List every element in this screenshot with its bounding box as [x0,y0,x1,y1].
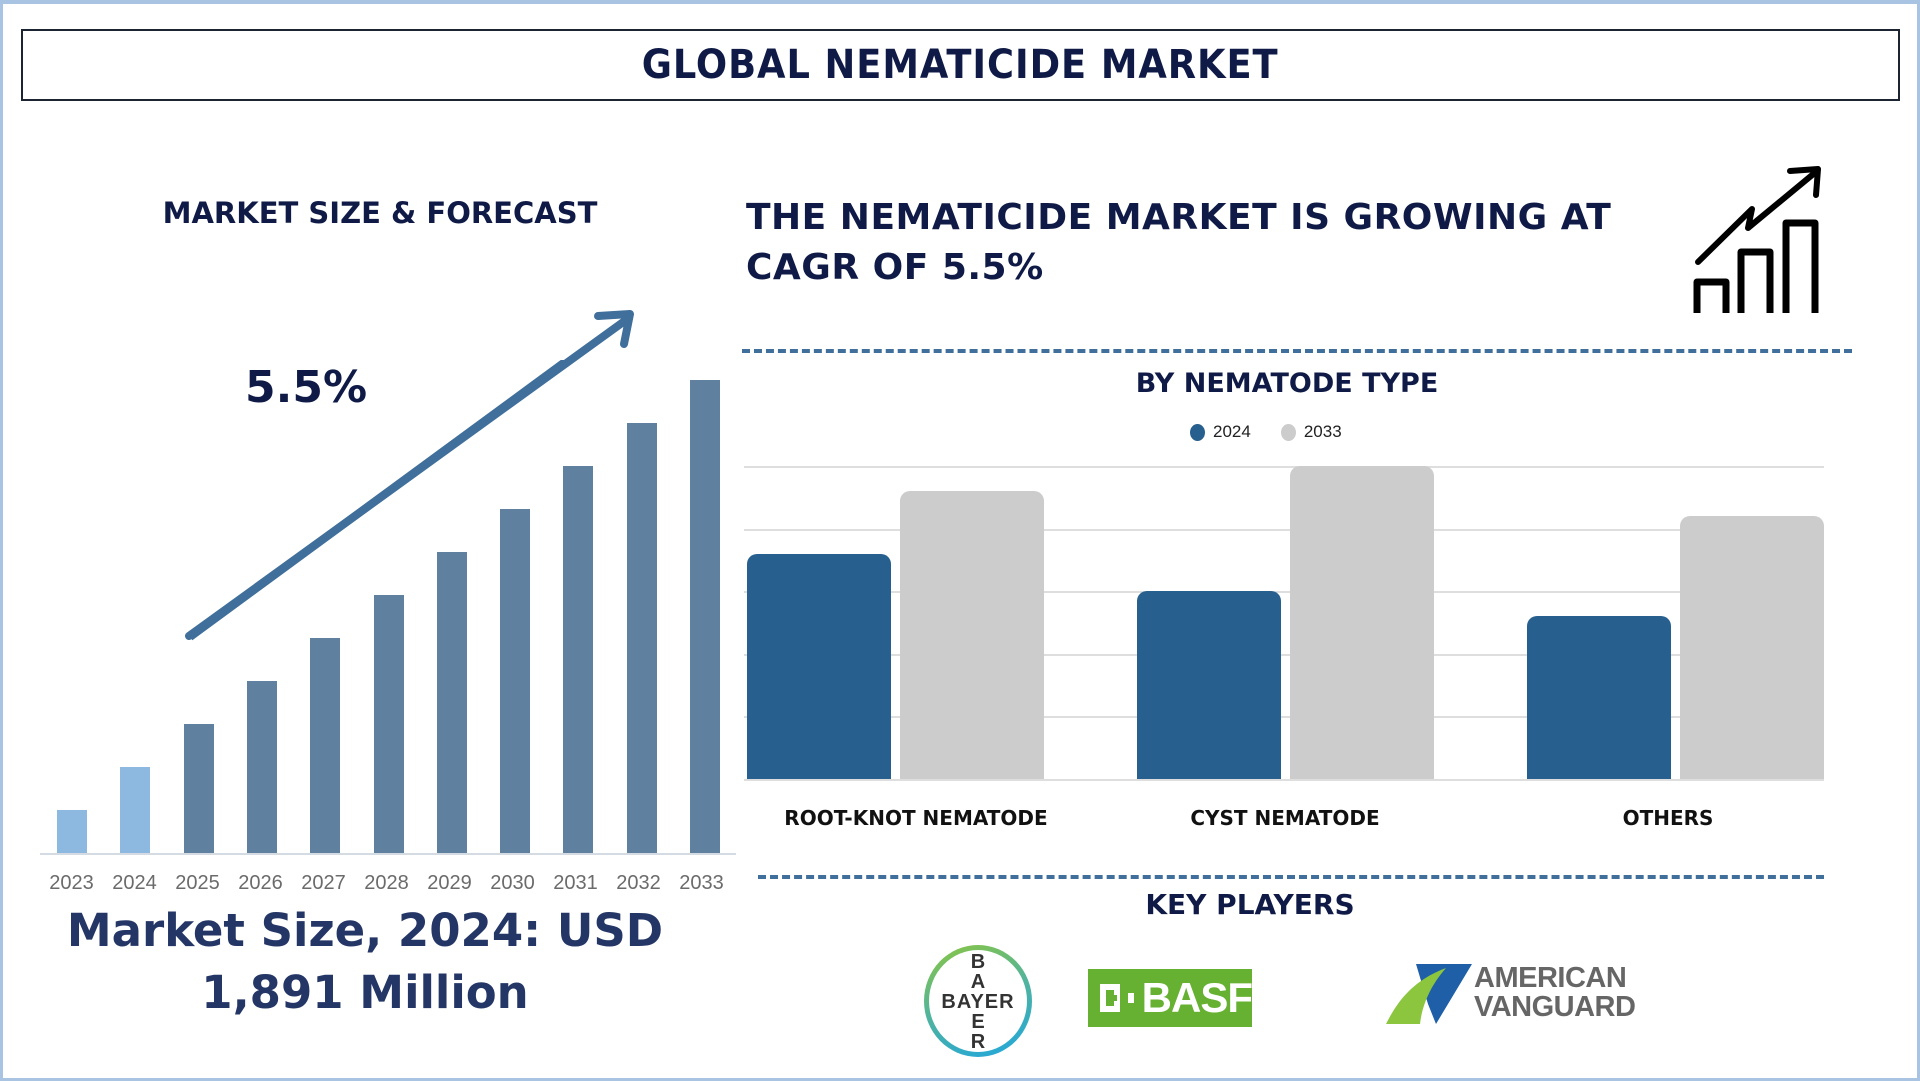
growth-chart-icon [1693,166,1821,313]
bayer-letter [970,992,986,1012]
american-vanguard-text: AMERICAN VANGUARD [1474,962,1636,1023]
american-vanguard-line1: AMERICAN [1474,962,1627,994]
basf-dot-icon [1128,993,1134,1003]
bar-2031 [563,466,594,853]
bayer-letter: R [970,1031,986,1053]
x-axis-label: 2029 [427,872,472,894]
bar-2025 [183,724,214,853]
bar-2026 [246,681,277,853]
page-title: GLOBAL NEMATICIDE MARKET [642,42,1279,88]
gridline [744,466,1824,468]
market-size-line2: 1,891 Million [201,966,529,1019]
legend-item-2024: 2024 [1190,422,1251,442]
legend-dot-2033 [1280,423,1296,441]
legend-label-2024: 2024 [1213,422,1251,441]
chart-legend: 2024 2033 [1190,422,1342,442]
bar-2027 [310,638,341,853]
x-axis-label: 2025 [175,872,220,894]
legend-label-2033: 2033 [1303,422,1342,441]
x-axis-label: 2032 [616,872,661,894]
nematode-type-chart [744,466,1824,781]
bar-2029 [436,552,467,853]
bayer-logo-text: BAYER [941,991,1015,1013]
bar-others-2033 [1680,516,1824,779]
title-banner: GLOBAL NEMATICIDE MARKET [21,29,1900,101]
x-axis-label: 2026 [238,872,283,894]
bar-2024 [120,767,151,853]
gridline [744,528,1824,531]
segment-heading: BY NEMATODE TYPE [1135,368,1439,399]
american-vanguard-logo: AMERICAN VANGUARD [1386,964,1666,1026]
cagr-headline: THE NEMATICIDE MARKET IS GROWING AT CAGR… [746,197,1612,288]
bayer-letter: A [970,971,986,993]
key-players-heading: KEY PLAYERS [1145,888,1355,921]
market-size-heading: MARKET SIZE & FORECAST [162,196,598,230]
x-axis-line [40,853,736,855]
american-vanguard-line2: VANGUARD [1474,991,1636,1023]
american-vanguard-mark-icon [1386,964,1472,1024]
gridline [744,653,1824,656]
category-label: OTHERS [1622,806,1714,830]
x-axis-labels: 2023 2024 2025 2026 2027 2028 2029 2030 2031 2032… [40,872,740,895]
bar-root-knot-nematode-2033 [900,491,1044,779]
bar-2028 [373,595,404,853]
x-axis-label: 2030 [490,872,535,894]
legend-dot-2024 [1190,423,1205,441]
market-size-text: Market Size, 2024: USD 1,891 Million [30,900,700,1024]
divider-bottom [758,875,1824,879]
x-axis-label: 2033 [679,872,724,894]
gridline [744,716,1824,719]
bar-2032 [626,423,657,853]
x-axis-label: 2027 [301,872,346,894]
basf-logo-text: BASF [1141,974,1253,1021]
x-axis-label: 2023 [49,872,94,894]
legend-item-2033: 2033 [1280,422,1342,442]
basf-logo: BASF [1088,969,1253,1027]
bar-2033 [690,380,720,853]
bar-cyst-nematode-2024 [1137,591,1281,779]
bar-root-knot-nematode-2024 [747,553,891,779]
cagr-label: 5.5% [245,362,368,413]
x-axis-label: 2024 [112,872,157,894]
gridline [744,591,1824,594]
x-axis-label: 2028 [364,872,409,894]
bar-2030 [500,509,531,853]
bayer-letter: E [971,1011,985,1033]
category-label: CYST NEMATODE [1190,806,1380,830]
bar-2023 [57,810,87,853]
basf-square-icon [1100,984,1121,1012]
x-axis-label: 2031 [553,872,598,894]
gridline [744,779,1824,781]
trend-arrow-icon [185,310,634,640]
bayer-letter: B [970,951,986,973]
divider-top [742,349,1852,353]
bar-cyst-nematode-2033 [1290,466,1434,779]
category-label: ROOT-KNOT NEMATODE [784,806,1048,830]
market-size-line1: Market Size, 2024: USD [66,904,664,957]
bar-others-2024 [1527,616,1671,779]
